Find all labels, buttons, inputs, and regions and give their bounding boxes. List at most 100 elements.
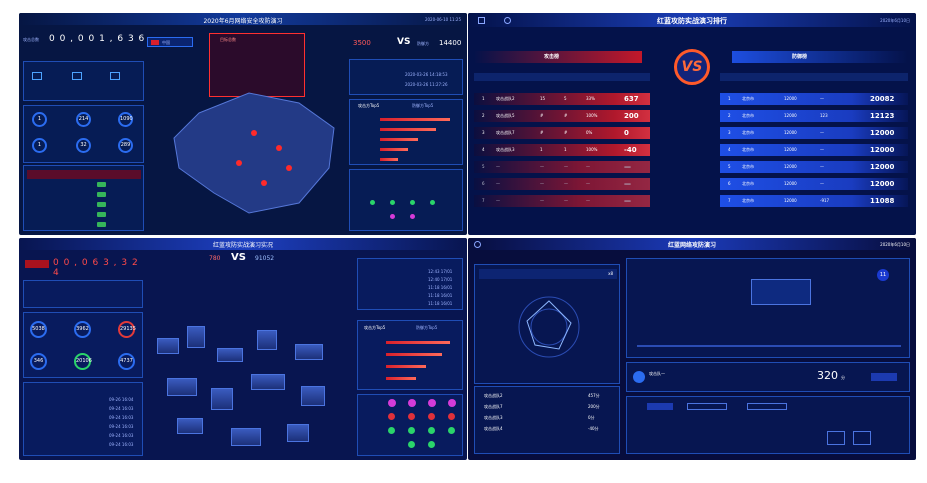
list-item[interactable] bbox=[27, 180, 141, 189]
attack-cell-rank: 4 bbox=[482, 147, 485, 152]
feed-panel: 12:43 17/01 12:40 17/01 11:18 16/01 11:1… bbox=[357, 258, 463, 310]
feed-time: 2020-03-26 14:18:53 bbox=[405, 72, 448, 77]
china-map[interactable] bbox=[159, 73, 349, 223]
list-item[interactable] bbox=[27, 220, 141, 229]
score-compare: 3500 VS 防御方 14400 bbox=[353, 37, 463, 51]
defense-rank-row[interactable]: 2 北京市 12000 123 12123 bbox=[720, 110, 908, 122]
matrix-dot bbox=[370, 200, 375, 205]
defense-rank-row[interactable]: 3 北京市 12000 — 12000 bbox=[720, 127, 908, 139]
attack-rank-row[interactable]: 4 攻击战队3 1 1 100% -40 bbox=[474, 144, 650, 156]
attack-cell-rank: 6 bbox=[482, 181, 485, 186]
attack-cell-name: — bbox=[496, 164, 500, 169]
feed-time: 11:18 16/01 bbox=[428, 301, 453, 306]
region-select[interactable]: 中国 bbox=[147, 37, 193, 47]
team-select[interactable]: x8 bbox=[479, 269, 617, 279]
list-item[interactable] bbox=[27, 200, 141, 209]
attack-cell-c: — bbox=[586, 181, 590, 186]
building bbox=[211, 388, 233, 410]
list-item[interactable]: 09-24 16:03 bbox=[109, 406, 134, 411]
attack-cell-rank: 2 bbox=[482, 113, 485, 118]
list-item[interactable]: 09-24 16:03 bbox=[109, 433, 134, 438]
defense-table: 1 北京市 12000 — 20082 2 北京市 12000 123 12123 3 北京市 1200… bbox=[720, 93, 908, 223]
list-item[interactable] bbox=[27, 190, 141, 199]
attack-rank-row[interactable]: 2 攻击战队5 # #100% 200 bbox=[474, 110, 650, 122]
list-item[interactable]: 攻击战队3 0分 bbox=[484, 415, 595, 420]
defense-cell-score: 12000 bbox=[870, 146, 895, 154]
attack-cell-c: — bbox=[586, 164, 590, 169]
page-title: 红蓝攻防实战演习实况 bbox=[212, 242, 273, 249]
defense-rank-row[interactable]: 1 北京市 12000 — 20082 bbox=[720, 93, 908, 105]
attack-rank-row[interactable]: 6 — — — — — bbox=[474, 178, 650, 190]
monitor-icon[interactable] bbox=[853, 431, 871, 445]
attack-cell-score: — bbox=[624, 197, 631, 205]
home-icon[interactable] bbox=[478, 17, 485, 24]
list-item[interactable] bbox=[27, 170, 141, 179]
timeline-panel: 11 bbox=[626, 258, 910, 358]
map-marker[interactable] bbox=[251, 130, 257, 136]
team-chip[interactable] bbox=[647, 403, 673, 410]
region-select-value: 中国 bbox=[162, 40, 170, 45]
defense-rank-row[interactable]: 4 北京市 12000 — 12000 bbox=[720, 144, 908, 156]
rank-bar bbox=[380, 138, 418, 141]
attack-rank-row[interactable]: 7 — — — — — bbox=[474, 195, 650, 207]
list-item[interactable]: 09-26 16:04 bbox=[109, 397, 134, 402]
feed-time: 11:18 16/01 bbox=[428, 293, 453, 298]
defense-cell-a: 12000 bbox=[784, 181, 797, 186]
city-3d-view[interactable] bbox=[147, 278, 357, 458]
attack-rank-row[interactable]: 1 攻击战队2 15 5 33% 637 bbox=[474, 93, 650, 105]
attack-cell-a: 15 bbox=[540, 96, 546, 101]
monitor-icon[interactable] bbox=[827, 431, 845, 445]
ring-defense-count: 29135 bbox=[118, 321, 136, 338]
map-marker[interactable] bbox=[276, 145, 282, 151]
attack-cell-rank: 7 bbox=[482, 198, 485, 203]
tab-defense-top5[interactable]: 防御方Top5 bbox=[412, 103, 434, 108]
defense-cell-name: 北京市 bbox=[742, 198, 754, 203]
defense-rank-row[interactable]: 7 北京市 12000 -917 11088 bbox=[720, 195, 908, 207]
attack-cell-a: # bbox=[540, 130, 544, 135]
map-marker[interactable] bbox=[286, 165, 292, 171]
timeline-slider[interactable] bbox=[637, 345, 901, 347]
defense-rank-row[interactable]: 6 北京市 12000 — 12000 bbox=[720, 178, 908, 190]
list-item[interactable]: 攻击战队7 200分 bbox=[484, 404, 600, 409]
matrix-dot bbox=[428, 399, 436, 407]
defense-cell-b: — bbox=[820, 181, 824, 186]
notification-badge[interactable]: 11 bbox=[877, 269, 889, 281]
settings-icon[interactable] bbox=[504, 17, 511, 24]
team-list-panel: 攻击战队2 457分 攻击战队7 200分 攻击战队3 0分 攻击战队4 -40… bbox=[474, 386, 620, 454]
tab-defense-top5[interactable]: 防御方Top5 bbox=[416, 325, 438, 330]
list-item[interactable]: 09-24 16:03 bbox=[109, 424, 134, 429]
defense-cell-name: 北京市 bbox=[742, 181, 754, 186]
map-marker[interactable] bbox=[261, 180, 267, 186]
team-chip[interactable] bbox=[747, 403, 787, 410]
score-compare: 780 VS 91052 bbox=[209, 252, 279, 268]
ring-defense-count: 1090 bbox=[118, 112, 133, 127]
list-item[interactable]: 攻击战队4 -40分 bbox=[484, 426, 599, 431]
map-landmass bbox=[173, 92, 335, 214]
defense-cell-score: 12123 bbox=[870, 112, 895, 120]
defense-cell-rank: 6 bbox=[728, 181, 731, 186]
logo-icon bbox=[474, 241, 481, 248]
tab-attack-top5[interactable]: 攻击方Top5 bbox=[364, 325, 386, 330]
ring-attack-teams: 5038 bbox=[30, 321, 47, 338]
matrix-panel bbox=[357, 394, 463, 456]
network-icon bbox=[72, 72, 82, 80]
feed-time: 12:40 17/01 bbox=[428, 277, 453, 282]
attack-cell-score: 200 bbox=[624, 112, 639, 120]
attack-cell-c: — bbox=[586, 198, 590, 203]
list-item[interactable]: 09-24 16:03 bbox=[109, 442, 134, 447]
map-marker[interactable] bbox=[236, 160, 242, 166]
attack-rank-row[interactable]: 5 — — — — — bbox=[474, 161, 650, 173]
defense-cell-b: — bbox=[820, 164, 824, 169]
defense-rank-row[interactable]: 5 北京市 12000 — 12000 bbox=[720, 161, 908, 173]
detail-button[interactable] bbox=[871, 373, 897, 381]
defense-cell-rank: 3 bbox=[728, 130, 731, 135]
list-item[interactable] bbox=[27, 210, 141, 219]
list-item[interactable]: 攻击战队2 457分 bbox=[484, 393, 600, 398]
tab-attack-top5[interactable]: 攻击方Top5 bbox=[358, 103, 380, 108]
matrix-dot bbox=[408, 399, 416, 407]
defense-cell-name: 北京市 bbox=[742, 113, 754, 118]
list-item[interactable]: 09-24 16:03 bbox=[109, 415, 134, 420]
attack-rank-row[interactable]: 3 攻击战队7 # #0% 0 bbox=[474, 127, 650, 139]
team-chip[interactable] bbox=[687, 403, 727, 410]
kpi-rings-panel: 5038 3962 29135 346 20106 4737 bbox=[23, 312, 143, 378]
